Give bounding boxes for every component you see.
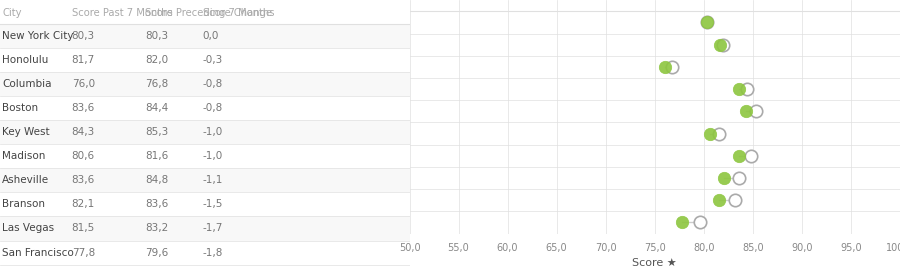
Point [665,65,680,69]
Bar [0,72,410,96]
Bar [0,241,410,265]
Point [714,43,728,47]
Text: 76,8: 76,8 [146,79,168,89]
Text: 82,1: 82,1 [72,200,94,210]
Point [739,109,753,113]
Text: Madison: Madison [2,151,45,161]
Point [732,176,746,180]
Point [711,198,725,202]
Point [749,109,763,113]
Text: 81,5: 81,5 [72,224,94,234]
Point [728,198,742,202]
Text: Columbia: Columbia [2,79,51,89]
Point [675,220,689,225]
Bar [0,24,410,48]
Text: 77,8: 77,8 [72,248,94,258]
Bar [0,168,410,193]
Text: 0,0: 0,0 [202,31,219,41]
Point [657,65,671,69]
Text: 80,6: 80,6 [72,151,94,161]
Text: -1,1: -1,1 [202,175,223,185]
Text: -0,3: -0,3 [202,55,223,65]
Text: Boston: Boston [2,103,38,113]
Text: 83,2: 83,2 [146,224,168,234]
Point [712,131,726,136]
Point [732,87,746,91]
Text: Score Change: Score Change [202,8,272,18]
Text: -1,7: -1,7 [202,224,223,234]
Text: 83,6: 83,6 [146,200,168,210]
Bar [0,193,410,217]
Point [703,131,717,136]
Text: 85,3: 85,3 [146,127,168,137]
Text: 84,8: 84,8 [146,175,168,185]
Text: New York City: New York City [2,31,74,41]
Text: 82,0: 82,0 [146,55,168,65]
Bar [0,120,410,144]
Point [732,154,746,158]
Point [740,87,754,91]
Text: -0,8: -0,8 [202,103,223,113]
Text: Asheville: Asheville [2,175,49,185]
Text: 76,0: 76,0 [72,79,94,89]
Bar [0,96,410,120]
Text: -1,5: -1,5 [202,200,223,210]
X-axis label: Score ★: Score ★ [633,258,677,268]
Text: -1,8: -1,8 [202,248,223,258]
Text: 84,3: 84,3 [72,127,94,137]
Text: San Francisco: San Francisco [2,248,74,258]
Point [699,20,714,25]
Text: 84,4: 84,4 [146,103,168,113]
Text: -0,8: -0,8 [202,79,223,89]
Text: 79,6: 79,6 [146,248,168,258]
Point [717,176,732,180]
Text: 80,3: 80,3 [72,31,94,41]
Text: 83,6: 83,6 [72,175,94,185]
Text: Score Past 7 Months: Score Past 7 Months [72,8,173,18]
Text: Honolulu: Honolulu [2,55,49,65]
Text: Las Vegas: Las Vegas [2,224,54,234]
Text: Key West: Key West [2,127,49,137]
Point [693,220,707,225]
Bar [0,217,410,241]
Text: Branson: Branson [2,200,45,210]
Text: Score Preceding 7 Months: Score Preceding 7 Months [146,8,274,18]
Text: 81,7: 81,7 [72,55,94,65]
Point [743,154,758,158]
Text: 83,6: 83,6 [72,103,94,113]
Point [716,43,731,47]
Text: 80,3: 80,3 [146,31,168,41]
Bar [0,48,410,72]
Text: 81,6: 81,6 [146,151,168,161]
Text: -1,0: -1,0 [202,151,223,161]
Text: City: City [2,8,22,18]
Point [699,20,714,25]
Bar [0,144,410,168]
Text: -1,0: -1,0 [202,127,223,137]
